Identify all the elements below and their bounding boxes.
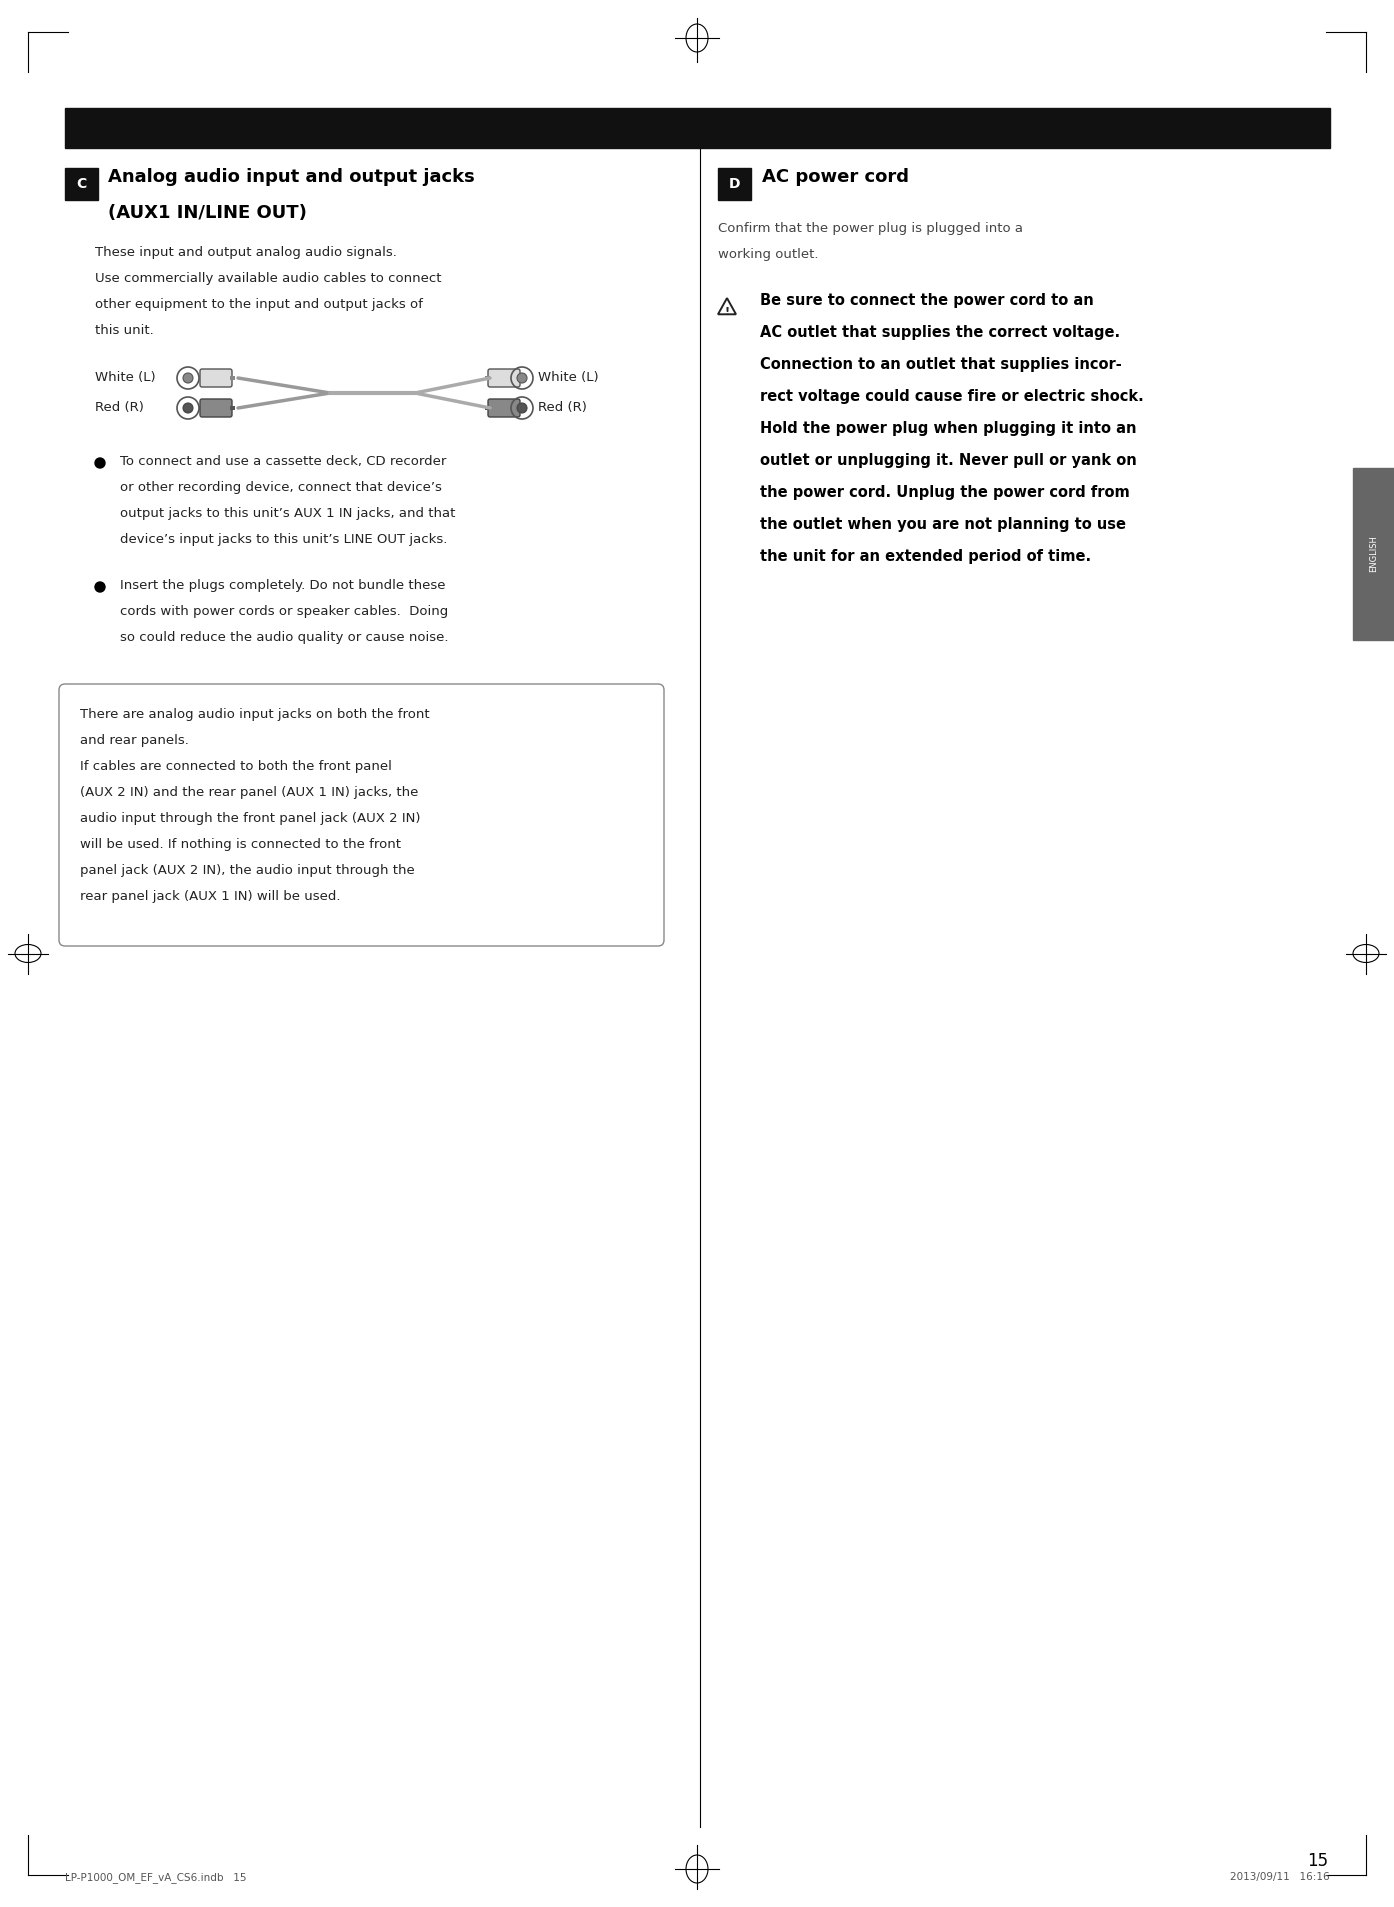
Text: D: D bbox=[729, 177, 740, 191]
Text: or other recording device, connect that device’s: or other recording device, connect that … bbox=[120, 481, 442, 494]
Text: rect voltage could cause fire or electric shock.: rect voltage could cause fire or electri… bbox=[760, 389, 1143, 404]
FancyBboxPatch shape bbox=[488, 368, 520, 387]
Text: and rear panels.: and rear panels. bbox=[79, 734, 188, 748]
Text: If cables are connected to both the front panel: If cables are connected to both the fron… bbox=[79, 761, 392, 772]
Text: so could reduce the audio quality or cause noise.: so could reduce the audio quality or cau… bbox=[120, 631, 449, 645]
Text: Connection to an outlet that supplies incor-: Connection to an outlet that supplies in… bbox=[760, 357, 1122, 372]
Text: other equipment to the input and output jacks of: other equipment to the input and output … bbox=[95, 297, 422, 311]
Text: panel jack (AUX 2 IN), the audio input through the: panel jack (AUX 2 IN), the audio input t… bbox=[79, 864, 415, 877]
Circle shape bbox=[183, 374, 192, 383]
Circle shape bbox=[517, 402, 527, 414]
Bar bbox=[485, 376, 491, 379]
Text: !: ! bbox=[725, 307, 729, 317]
Text: rear panel jack (AUX 1 IN) will be used.: rear panel jack (AUX 1 IN) will be used. bbox=[79, 891, 340, 904]
Text: To connect and use a cassette deck, CD recorder: To connect and use a cassette deck, CD r… bbox=[120, 456, 446, 467]
FancyBboxPatch shape bbox=[199, 399, 231, 418]
Text: this unit.: this unit. bbox=[95, 324, 153, 338]
Text: cords with power cords or speaker cables.  Doing: cords with power cords or speaker cables… bbox=[120, 605, 449, 618]
Text: ENGLISH: ENGLISH bbox=[1369, 536, 1379, 572]
Text: 2013/09/11   16:16: 2013/09/11 16:16 bbox=[1231, 1873, 1330, 1882]
Text: (AUX1 IN/LINE OUT): (AUX1 IN/LINE OUT) bbox=[107, 204, 307, 221]
Bar bbox=[718, 168, 751, 200]
Text: output jacks to this unit’s AUX 1 IN jacks, and that: output jacks to this unit’s AUX 1 IN jac… bbox=[120, 507, 456, 521]
Bar bbox=[1354, 467, 1394, 641]
Text: Use commercially available audio cables to connect: Use commercially available audio cables … bbox=[95, 273, 442, 284]
Text: the outlet when you are not planning to use: the outlet when you are not planning to … bbox=[760, 517, 1126, 532]
FancyBboxPatch shape bbox=[488, 399, 520, 418]
Circle shape bbox=[183, 402, 192, 414]
Text: Insert the plugs completely. Do not bundle these: Insert the plugs completely. Do not bund… bbox=[120, 580, 446, 591]
Text: Hold the power plug when plugging it into an: Hold the power plug when plugging it int… bbox=[760, 421, 1136, 437]
Text: will be used. If nothing is connected to the front: will be used. If nothing is connected to… bbox=[79, 837, 401, 851]
Text: working outlet.: working outlet. bbox=[718, 248, 818, 261]
Text: 15: 15 bbox=[1308, 1852, 1328, 1871]
Circle shape bbox=[517, 374, 527, 383]
Text: outlet or unplugging it. Never pull or yank on: outlet or unplugging it. Never pull or y… bbox=[760, 454, 1136, 467]
FancyBboxPatch shape bbox=[59, 685, 664, 946]
Text: Confirm that the power plug is plugged into a: Confirm that the power plug is plugged i… bbox=[718, 221, 1023, 235]
Text: Red (R): Red (R) bbox=[538, 402, 587, 414]
FancyBboxPatch shape bbox=[199, 368, 231, 387]
Text: AC outlet that supplies the correct voltage.: AC outlet that supplies the correct volt… bbox=[760, 324, 1121, 339]
Text: White (L): White (L) bbox=[95, 372, 156, 385]
Text: Analog audio input and output jacks: Analog audio input and output jacks bbox=[107, 168, 475, 187]
Bar bbox=[230, 376, 236, 379]
Text: (AUX 2 IN) and the rear panel (AUX 1 IN) jacks, the: (AUX 2 IN) and the rear panel (AUX 1 IN)… bbox=[79, 786, 418, 799]
Text: There are analog audio input jacks on both the front: There are analog audio input jacks on bo… bbox=[79, 707, 429, 721]
Bar bbox=[230, 406, 236, 410]
Text: the unit for an extended period of time.: the unit for an extended period of time. bbox=[760, 549, 1092, 564]
Circle shape bbox=[95, 582, 105, 591]
Text: Red (R): Red (R) bbox=[95, 402, 144, 414]
Text: These input and output analog audio signals.: These input and output analog audio sign… bbox=[95, 246, 397, 259]
Text: AC power cord: AC power cord bbox=[763, 168, 909, 187]
Bar bbox=[66, 168, 98, 200]
Text: audio input through the front panel jack (AUX 2 IN): audio input through the front panel jack… bbox=[79, 812, 421, 826]
Circle shape bbox=[95, 458, 105, 467]
Bar bbox=[485, 406, 491, 410]
Text: device’s input jacks to this unit’s LINE OUT jacks.: device’s input jacks to this unit’s LINE… bbox=[120, 532, 447, 545]
Text: Be sure to connect the power cord to an: Be sure to connect the power cord to an bbox=[760, 294, 1094, 309]
Text: C: C bbox=[77, 177, 86, 191]
Text: White (L): White (L) bbox=[538, 372, 598, 385]
Text: the power cord. Unplug the power cord from: the power cord. Unplug the power cord fr… bbox=[760, 484, 1129, 500]
Bar bbox=[66, 109, 1330, 149]
Text: LP-P1000_OM_EF_vA_CS6.indb   15: LP-P1000_OM_EF_vA_CS6.indb 15 bbox=[66, 1873, 247, 1882]
